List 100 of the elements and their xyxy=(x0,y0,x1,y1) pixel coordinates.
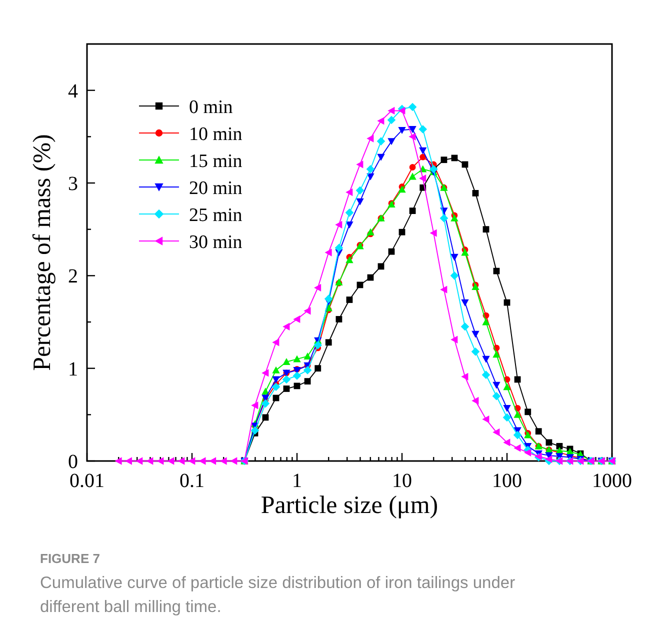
point xyxy=(336,316,342,322)
point xyxy=(293,355,301,362)
point xyxy=(461,299,469,306)
point xyxy=(146,457,154,465)
point xyxy=(356,160,364,168)
point xyxy=(366,134,374,142)
point xyxy=(376,137,386,146)
point xyxy=(461,248,469,256)
point xyxy=(282,322,290,330)
point xyxy=(492,382,500,389)
point xyxy=(398,186,406,193)
point xyxy=(282,358,290,366)
point xyxy=(114,457,122,465)
point xyxy=(503,404,511,412)
point xyxy=(420,154,426,160)
point xyxy=(545,455,552,463)
point xyxy=(503,438,510,446)
point xyxy=(461,372,468,381)
y-tick-label: 3 xyxy=(68,173,78,195)
point xyxy=(398,228,406,236)
point xyxy=(283,386,290,392)
x-tick-label: 10 xyxy=(392,470,412,492)
point xyxy=(262,414,269,421)
point xyxy=(408,172,416,180)
y-tick-label: 1 xyxy=(68,358,78,380)
point xyxy=(304,307,311,315)
point xyxy=(450,272,459,280)
point xyxy=(346,222,354,229)
point xyxy=(440,156,448,164)
y-tick-label: 0 xyxy=(68,451,78,473)
point xyxy=(282,375,291,384)
point xyxy=(503,383,511,390)
point xyxy=(378,263,384,270)
y-tick-label: 2 xyxy=(68,266,78,288)
point xyxy=(472,330,480,338)
point xyxy=(492,392,501,400)
point xyxy=(356,186,364,195)
point xyxy=(514,410,522,418)
point xyxy=(366,173,374,180)
point xyxy=(482,415,490,424)
point xyxy=(314,284,322,292)
legend-label: 0 min xyxy=(189,97,234,118)
point xyxy=(324,294,333,303)
point xyxy=(272,366,280,374)
point xyxy=(502,413,512,422)
point xyxy=(272,338,280,346)
point xyxy=(356,198,364,206)
point xyxy=(156,457,164,465)
point xyxy=(314,341,322,350)
point xyxy=(388,138,396,146)
point xyxy=(251,402,258,410)
legend-label: 25 min xyxy=(189,205,243,226)
point xyxy=(408,102,417,112)
point xyxy=(292,372,302,380)
point xyxy=(419,165,427,172)
caption: FIGURE 7 xyxy=(40,551,100,566)
point xyxy=(325,339,332,346)
point xyxy=(471,347,480,356)
point xyxy=(409,208,416,214)
point xyxy=(293,315,300,324)
point xyxy=(188,457,196,465)
point xyxy=(304,378,311,385)
x-tick-label: 1 xyxy=(292,470,302,492)
x-axis-title: Particle size (μm) xyxy=(260,492,438,519)
legend-label: 20 min xyxy=(189,178,243,199)
point xyxy=(314,365,322,372)
legend-label: 15 min xyxy=(189,151,243,172)
point xyxy=(409,164,416,170)
point xyxy=(388,106,395,115)
point xyxy=(377,117,384,125)
point xyxy=(440,286,448,294)
point xyxy=(272,376,280,384)
point xyxy=(482,318,490,326)
point xyxy=(377,154,385,161)
x-tick-label: 0.01 xyxy=(70,470,104,492)
point xyxy=(418,125,428,134)
point xyxy=(482,356,490,363)
point xyxy=(472,190,479,196)
point xyxy=(324,248,332,256)
legend-label: 30 min xyxy=(189,232,243,253)
point xyxy=(513,430,522,440)
y-axis-title: Percentage of mass (%) xyxy=(29,134,56,371)
point xyxy=(524,448,532,456)
point xyxy=(345,208,354,217)
point xyxy=(460,322,470,331)
x-tick-label: 100 xyxy=(492,470,522,492)
point xyxy=(261,399,270,408)
x-tick-label: 1000 xyxy=(592,470,632,492)
legend-label: 10 min xyxy=(189,124,243,145)
point xyxy=(482,226,490,233)
point xyxy=(136,457,143,465)
point xyxy=(492,428,500,436)
point xyxy=(230,457,238,465)
point xyxy=(388,248,395,255)
y-tick-label: 4 xyxy=(68,80,78,102)
point xyxy=(334,244,344,252)
point xyxy=(366,228,374,236)
point xyxy=(178,457,185,465)
point xyxy=(346,188,353,196)
point xyxy=(304,352,312,360)
